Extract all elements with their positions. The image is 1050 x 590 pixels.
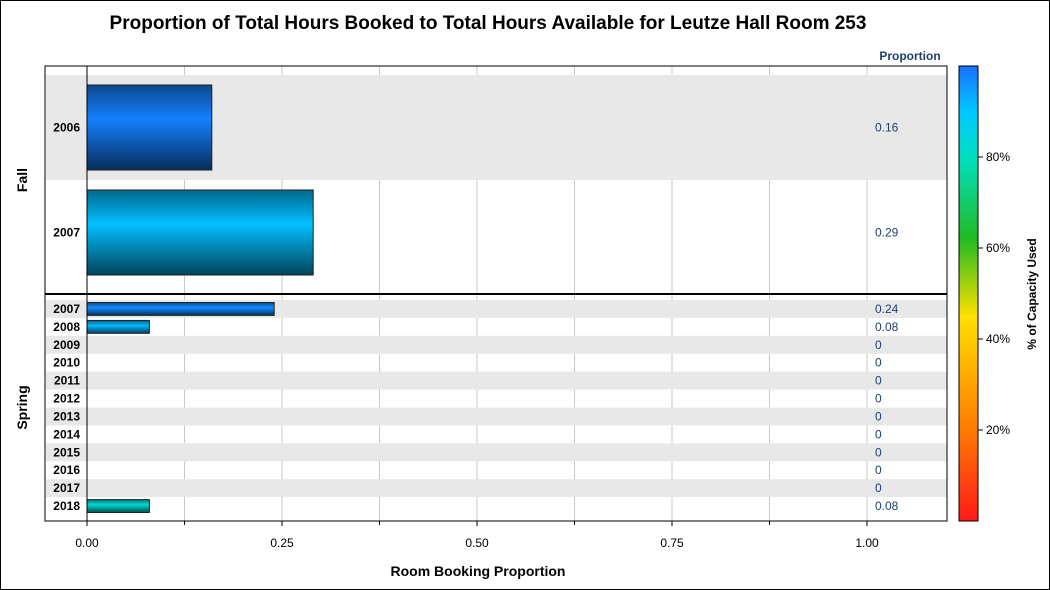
category-label: 2006	[53, 121, 80, 135]
value-label: 0.08	[875, 320, 899, 334]
x-tick-label: 0.75	[660, 536, 684, 550]
colorbar-tick-label: 40%	[986, 332, 1010, 346]
category-label: 2010	[53, 356, 80, 370]
colorbar-tick-label: 20%	[986, 423, 1010, 437]
value-label: 0.08	[875, 499, 899, 513]
row-band	[46, 479, 947, 498]
category-label: 2015	[53, 445, 80, 459]
colorbar-tick-label: 80%	[986, 150, 1010, 164]
category-label: 2007	[53, 302, 80, 316]
value-label: 0	[875, 463, 882, 477]
value-label: 0.24	[875, 302, 899, 316]
x-tick-label: 0.50	[465, 536, 489, 550]
row-band	[46, 371, 947, 390]
bar	[86, 302, 275, 316]
panel-label: Spring	[14, 385, 30, 429]
x-tick-label: 1.00	[855, 536, 879, 550]
category-label: 2008	[53, 320, 80, 334]
colorbar-label: % of Capacity Used	[1025, 238, 1039, 349]
x-tick-label: 0.00	[75, 536, 99, 550]
value-label: 0	[875, 409, 882, 423]
panel-label: Fall	[14, 168, 30, 192]
category-label: 2007	[53, 226, 80, 240]
category-label: 2017	[53, 481, 80, 495]
row-band	[46, 443, 947, 462]
category-label: 2016	[53, 463, 80, 477]
value-label: 0	[875, 356, 882, 370]
value-label: 0	[875, 481, 882, 495]
category-label: 2009	[53, 338, 80, 352]
colorbar-gradient	[958, 65, 979, 522]
colorbar-tick-label: 60%	[986, 241, 1010, 255]
value-column-header: Proportion	[879, 49, 940, 63]
value-label: 0.16	[875, 121, 899, 135]
plot-border	[44, 65, 948, 522]
category-label: 2014	[53, 427, 80, 441]
x-axis-label: Room Booking Proportion	[391, 563, 566, 579]
row-band	[46, 407, 947, 426]
category-label: 2011	[54, 374, 80, 388]
value-label: 0	[875, 338, 882, 352]
value-label: 0.29	[875, 226, 899, 240]
category-label: 2013	[53, 409, 80, 423]
x-tick-label: 0.25	[270, 536, 294, 550]
value-label: 0	[875, 374, 882, 388]
category-label: 2012	[53, 392, 80, 406]
bar	[86, 499, 150, 513]
value-label: 0	[875, 392, 882, 406]
value-label: 0	[875, 427, 882, 441]
row-band	[46, 335, 947, 354]
chart-title: Proportion of Total Hours Booked to Tota…	[110, 13, 867, 34]
category-label: 2018	[53, 499, 80, 513]
bar	[86, 189, 314, 276]
value-label: 0	[875, 445, 882, 459]
bar	[86, 84, 213, 171]
bar	[86, 319, 150, 334]
colorbar: 20% 40% 60% 80% % of Capacity Used	[958, 65, 1039, 522]
